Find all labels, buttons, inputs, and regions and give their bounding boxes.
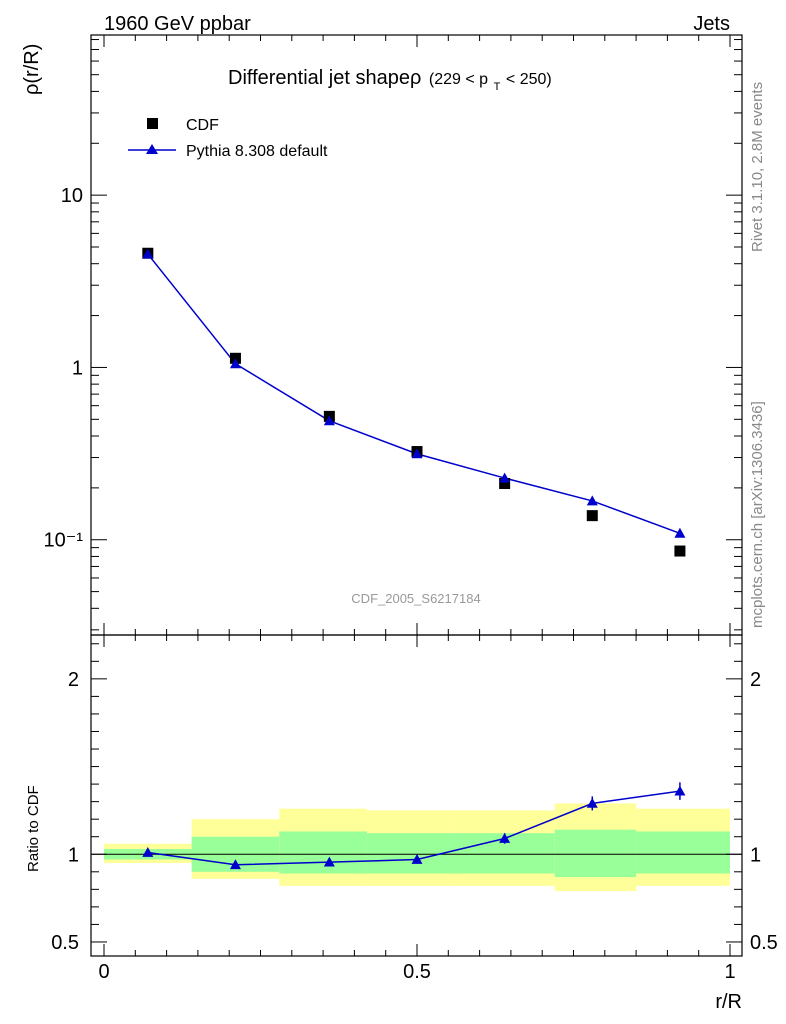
chart-title: Differential jet shapeρ (229 < p T < 250… <box>228 67 552 95</box>
y-axis-label-top: ρ(r/R) <box>21 44 43 95</box>
y-tick-label-bottom-right: 1 <box>750 844 761 866</box>
y-axis-label-bottom: Ratio to CDF <box>25 785 42 872</box>
pythia-point <box>499 472 511 483</box>
legend: CDF Pythia 8.308 default <box>128 117 328 160</box>
band-inner-5 <box>554 829 637 878</box>
axis-tick-labels: 0 0.5 1 10⁻¹ 1 10 0.5 0.5 1 1 2 2 <box>44 185 778 983</box>
x-axis-label: r/R <box>715 991 742 1013</box>
y-tick-label-top: 10 <box>61 185 83 207</box>
legend-cdf-marker <box>147 118 158 129</box>
pythia-point <box>229 358 241 369</box>
pythia-ratio-point <box>586 797 598 808</box>
cdf-point <box>499 478 511 490</box>
ratio-uncertainty-bands <box>104 803 730 892</box>
pythia-line <box>147 253 681 534</box>
y-tick-label-bottom-left: 0.5 <box>51 932 79 954</box>
legend-pythia-label: Pythia 8.308 default <box>186 143 328 160</box>
x-tick-label: 0.5 <box>403 961 431 983</box>
energy-label: 1960 GeV ppbar <box>104 13 251 35</box>
chart-title-range: (229 < p <box>429 71 488 88</box>
pythia-point <box>142 248 154 259</box>
pythia-point <box>586 495 598 506</box>
x-tick-label: 0 <box>98 961 109 983</box>
y-tick-label-bottom-right: 0.5 <box>750 932 778 954</box>
pythia-point <box>674 527 686 538</box>
pythia-ratio-point <box>142 847 154 857</box>
y-tick-label-bottom-right: 2 <box>750 669 761 691</box>
y-tick-label-bottom-left: 1 <box>68 844 79 866</box>
data-marks <box>142 247 686 870</box>
y-tick-label-top: 10⁻¹ <box>44 530 84 552</box>
cdf-point <box>674 545 686 557</box>
band-inner-6 <box>636 831 730 874</box>
pythia-ratio-point <box>229 859 241 870</box>
mcplots-info-label: mcplots.cern.ch [arXiv:1306.3436] <box>749 401 766 628</box>
analysis-watermark: CDF_2005_S6217184 <box>351 591 480 606</box>
chart-title-subscript: T <box>494 81 501 93</box>
pythia-ratio-point <box>674 785 686 796</box>
pythia-point <box>323 415 335 426</box>
pythia-ratio-point <box>323 856 335 867</box>
cdf-point <box>586 510 598 522</box>
category-label: Jets <box>693 13 730 35</box>
pythia-point <box>411 448 423 459</box>
chart-title-range-end: < 250) <box>506 71 552 88</box>
y-tick-label-top: 1 <box>72 357 83 379</box>
pythia-ratio-point <box>411 854 423 864</box>
axis-ticks <box>91 35 742 956</box>
band-inner-2 <box>279 831 367 874</box>
rivet-info-label: Rivet 3.1.10, 2.8M events <box>749 82 766 252</box>
x-tick-label: 1 <box>724 961 735 983</box>
y-tick-label-bottom-left: 2 <box>68 669 79 691</box>
legend-cdf-label: CDF <box>186 117 219 134</box>
chart-title-main: Differential jet shapeρ <box>228 67 421 89</box>
legend-pythia-marker <box>146 144 158 154</box>
pythia-ratio-point <box>499 832 511 843</box>
